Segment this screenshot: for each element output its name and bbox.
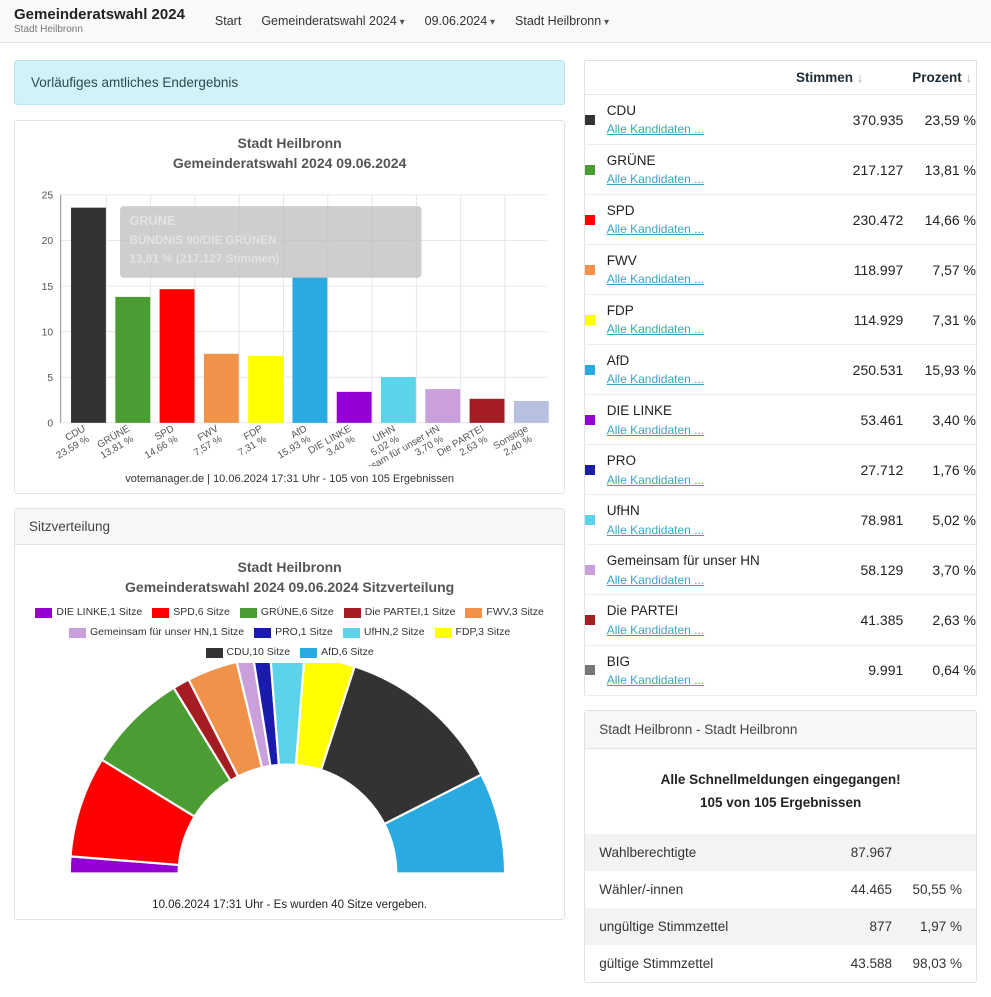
svg-text:25: 25 bbox=[42, 191, 54, 202]
svg-text:GRÜNE: GRÜNE bbox=[129, 213, 175, 228]
svg-text:10: 10 bbox=[42, 328, 54, 339]
svg-text:15: 15 bbox=[42, 282, 54, 293]
svg-text:5: 5 bbox=[47, 373, 53, 384]
svg-text:BÜNDNIS 90/DIE GRÜNEN: BÜNDNIS 90/DIE GRÜNEN bbox=[129, 234, 276, 247]
svg-text:20: 20 bbox=[42, 236, 54, 247]
svg-text:13,81 % (217.127 Stimmen): 13,81 % (217.127 Stimmen) bbox=[129, 253, 279, 266]
svg-text:0: 0 bbox=[47, 419, 53, 430]
